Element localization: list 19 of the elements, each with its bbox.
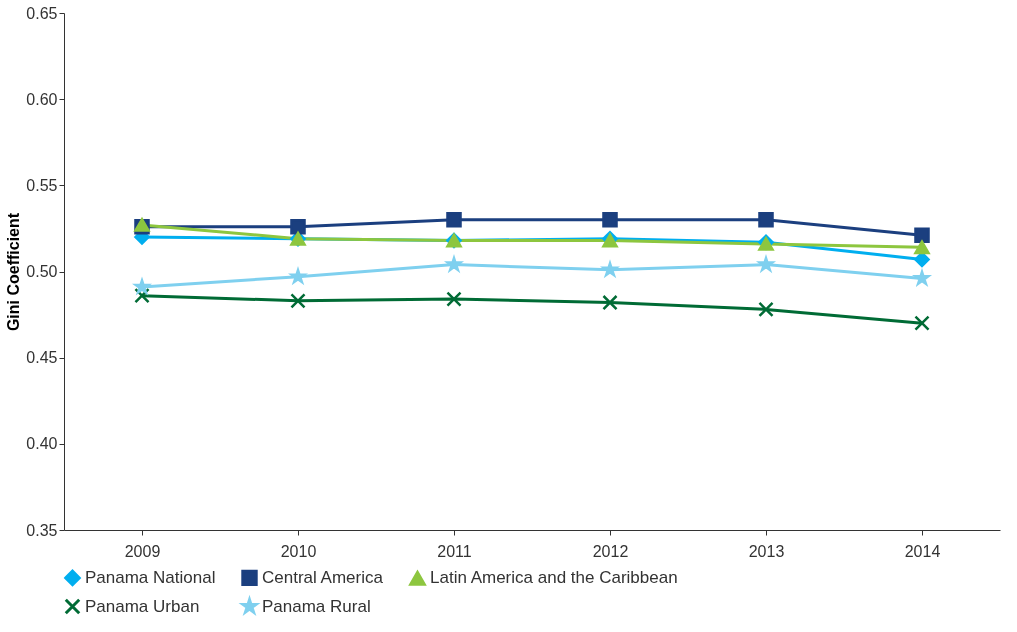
y-tick-label: 0.35 [26, 521, 58, 539]
legend-label: Latin America and the Caribbean [430, 568, 678, 588]
legend-label: Central America [262, 567, 384, 587]
y-tick-label: 0.65 [26, 4, 58, 22]
y-tick-label: 0.45 [26, 349, 58, 367]
y-tick-label: 0.55 [26, 176, 58, 194]
y-tick-label: 0.40 [26, 435, 58, 453]
x-tick-label: 2009 [124, 542, 161, 560]
x-tick-label: 2013 [748, 542, 785, 560]
y-tick-label: 0.50 [26, 263, 58, 280]
legend-label: Panama Rural [262, 596, 371, 616]
x-tick-label: 2010 [280, 542, 317, 560]
x-tick-label: 2014 [904, 542, 941, 560]
x-tick-label: 2012 [592, 542, 629, 560]
y-tick-label: 0.60 [26, 90, 58, 108]
y-axis-title: Gini Coefficient [5, 212, 23, 332]
legend-label: Panama Urban [85, 596, 200, 616]
x-tick-label: 2011 [437, 542, 472, 560]
legend-label: Panama National [85, 567, 216, 587]
